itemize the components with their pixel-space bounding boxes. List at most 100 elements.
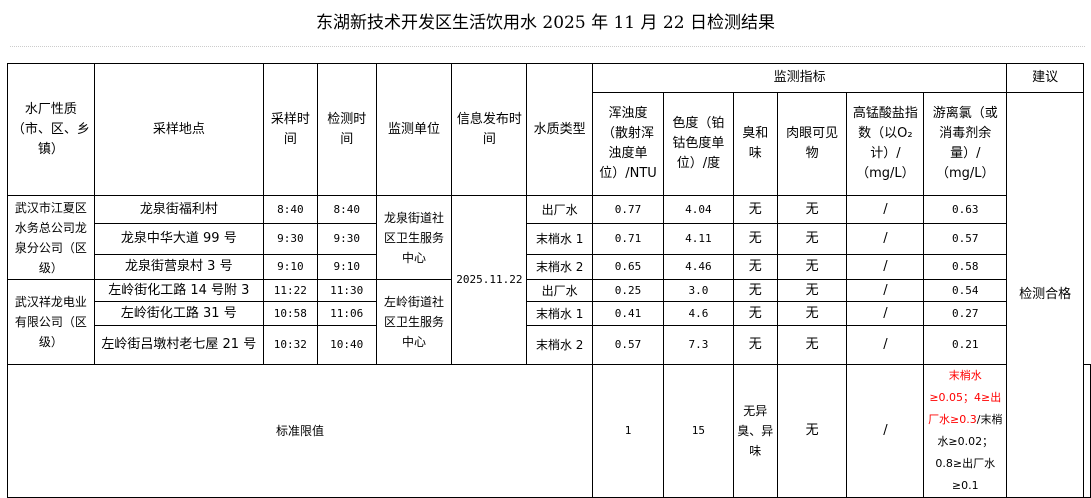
permanganate-cell: / xyxy=(846,254,925,280)
test-time-cell: 9:30 xyxy=(316,223,377,255)
chlorine-cell: 0.58 xyxy=(923,254,1008,280)
table-row: 左岭街吕墩村老七屋 21 号 10:32 10:40 末梢水 2 0.57 7.… xyxy=(8,325,1091,365)
limit-color: 15 xyxy=(663,364,734,498)
plant-cell: 武汉市江夏区水务总公司龙泉分公司（区级） xyxy=(7,195,95,280)
visible-cell: 无 xyxy=(776,279,848,302)
sample-time-cell: 11:22 xyxy=(262,279,318,302)
header-test-time: 检测时间 xyxy=(316,63,377,196)
permanganate-cell: / xyxy=(846,195,925,224)
monitor-unit-cell: 龙泉街道社区卫生服务中心 xyxy=(375,195,453,280)
odor-cell: 无 xyxy=(732,223,778,255)
turbidity-cell: 0.77 xyxy=(592,195,664,224)
visible-cell: 无 xyxy=(776,325,848,365)
color-cell: 4.04 xyxy=(663,195,734,224)
color-cell: 4.6 xyxy=(663,301,734,326)
odor-cell: 无 xyxy=(732,301,778,326)
color-cell: 3.0 xyxy=(663,279,734,302)
header-advice: 建议 xyxy=(1006,63,1084,93)
turbidity-cell: 0.57 xyxy=(592,325,664,365)
permanganate-cell: / xyxy=(846,301,925,326)
location-cell: 龙泉中华大道 99 号 xyxy=(93,223,264,255)
results-table: 水厂性质（市、区、乡镇） 采样地点 采样时间 检测时间 监测单位 信息发布时间 … xyxy=(6,63,1091,498)
test-time-cell: 11:30 xyxy=(316,279,377,302)
color-cell: 4.11 xyxy=(663,223,734,255)
table-row: 龙泉中华大道 99 号 9:30 9:30 末梢水 1 0.71 4.11 无 … xyxy=(8,223,1091,255)
sample-time-cell: 9:10 xyxy=(262,254,318,280)
table-row: 武汉祥龙电业有限公司（区级） 左岭街化工路 14 号附 3 11:22 11:3… xyxy=(7,279,1091,365)
turbidity-cell: 0.65 xyxy=(592,254,664,280)
header-turbidity: 浑浊度（散射浑浊度单位）/NTU xyxy=(592,92,664,196)
header-odor: 臭和味 xyxy=(732,92,778,196)
limit-chlorine-red: 末梢水≥0.05；4≥出厂水≥0.3 xyxy=(928,369,1002,426)
advice-cell: 检测合格 xyxy=(1006,92,1084,498)
header-monitor-unit: 监测单位 xyxy=(375,63,453,196)
test-time-cell: 10:40 xyxy=(316,325,377,365)
odor-cell: 无 xyxy=(732,195,778,224)
chlorine-cell: 0.57 xyxy=(923,223,1008,255)
header-location: 采样地点 xyxy=(93,63,264,196)
location-cell: 左岭街吕墩村老七屋 21 号 xyxy=(93,325,264,365)
location-cell: 左岭街化工路 14 号附 3 xyxy=(93,279,264,302)
sample-time-cell: 9:30 xyxy=(262,223,318,255)
chlorine-cell: 0.54 xyxy=(923,279,1008,302)
header-color: 色度（铂钴色度单位）/度 xyxy=(663,92,734,196)
color-cell: 7.3 xyxy=(663,325,734,365)
publish-date-cell: 2025.11.22 xyxy=(451,195,528,365)
document-title: 东湖新技术开发区生活饮用水 2025 年 11 月 22 日检测结果 xyxy=(316,13,775,33)
water-type-cell: 出厂水 xyxy=(526,195,594,224)
plant-cell: 武汉祥龙电业有限公司（区级） xyxy=(7,279,95,365)
header-publish-time: 信息发布时间 xyxy=(451,63,528,196)
water-type-cell: 末梢水 1 xyxy=(526,223,594,255)
visible-cell: 无 xyxy=(776,223,848,255)
page-guide-line xyxy=(10,46,1085,47)
limits-label: 标准限值 xyxy=(6,364,594,498)
water-type-cell: 末梢水 2 xyxy=(526,254,594,280)
water-type-cell: 末梢水 2 xyxy=(526,325,594,365)
chlorine-cell: 0.21 xyxy=(923,325,1008,365)
header-sample-time: 采样时间 xyxy=(262,63,318,196)
limit-chlorine: 末梢水≥0.05；4≥出厂水≥0.3/末梢水≥0.02；0.8≥出厂水≥0.1 xyxy=(923,364,1008,498)
visible-cell: 无 xyxy=(776,195,848,224)
limit-permanganate: / xyxy=(846,364,925,498)
table-row: 武汉市江夏区水务总公司龙泉分公司（区级） 龙泉街福利村 8:40 8:40 龙泉… xyxy=(7,195,1091,365)
limits-advice-empty xyxy=(1083,364,1091,498)
limit-turbidity: 1 xyxy=(592,364,664,498)
limits-row: 标准限值 1 15 无异臭、异味 无 / 末梢水≥0.05；4≥出厂水≥0.3/… xyxy=(6,364,1091,498)
location-cell: 龙泉街福利村 xyxy=(93,195,264,224)
test-time-cell: 11:06 xyxy=(316,301,377,326)
header-permanganate: 高锰酸盐指数（以O₂计）/（mg/L） xyxy=(846,92,925,196)
test-time-cell: 9:10 xyxy=(316,254,377,280)
odor-cell: 无 xyxy=(732,254,778,280)
table-row: 左岭街化工路 31 号 10:58 11:06 末梢水 1 0.41 4.6 无… xyxy=(8,301,1091,326)
limit-odor: 无异臭、异味 xyxy=(732,364,778,498)
test-time-cell: 8:40 xyxy=(316,195,377,224)
header-visible: 肉眼可见物 xyxy=(776,92,848,196)
limit-chlorine-black: /末梢水≥0.02；0.8≥出厂水≥0.1 xyxy=(935,413,1003,492)
water-type-cell: 出厂水 xyxy=(526,279,594,302)
odor-cell: 无 xyxy=(732,279,778,302)
permanganate-cell: / xyxy=(846,223,925,255)
header-water-type: 水质类型 xyxy=(526,63,594,196)
visible-cell: 无 xyxy=(776,301,848,326)
odor-cell: 无 xyxy=(732,325,778,365)
turbidity-cell: 0.25 xyxy=(592,279,664,302)
header-indicators: 监测指标 xyxy=(592,63,1008,93)
turbidity-cell: 0.41 xyxy=(592,301,664,326)
permanganate-cell: / xyxy=(846,325,925,365)
location-cell: 龙泉街营泉村 3 号 xyxy=(93,254,264,280)
chlorine-cell: 0.63 xyxy=(923,195,1008,224)
location-cell: 左岭街化工路 31 号 xyxy=(93,301,264,326)
table-row: 龙泉街营泉村 3 号 9:10 9:10 末梢水 2 0.65 4.46 无 无… xyxy=(8,254,1091,280)
sample-time-cell: 10:32 xyxy=(262,325,318,365)
monitor-unit-cell: 左岭街道社区卫生服务中心 xyxy=(375,279,453,365)
visible-cell: 无 xyxy=(776,254,848,280)
color-cell: 4.46 xyxy=(663,254,734,280)
sample-time-cell: 8:40 xyxy=(262,195,318,224)
permanganate-cell: / xyxy=(846,279,925,302)
header-chlorine: 游离氯（或消毒剂余量）/（mg/L） xyxy=(923,92,1008,196)
water-type-cell: 末梢水 1 xyxy=(526,301,594,326)
chlorine-cell: 0.27 xyxy=(923,301,1008,326)
header-plant-type: 水厂性质（市、区、乡镇） xyxy=(7,63,95,196)
turbidity-cell: 0.71 xyxy=(592,223,664,255)
sample-time-cell: 10:58 xyxy=(262,301,318,326)
